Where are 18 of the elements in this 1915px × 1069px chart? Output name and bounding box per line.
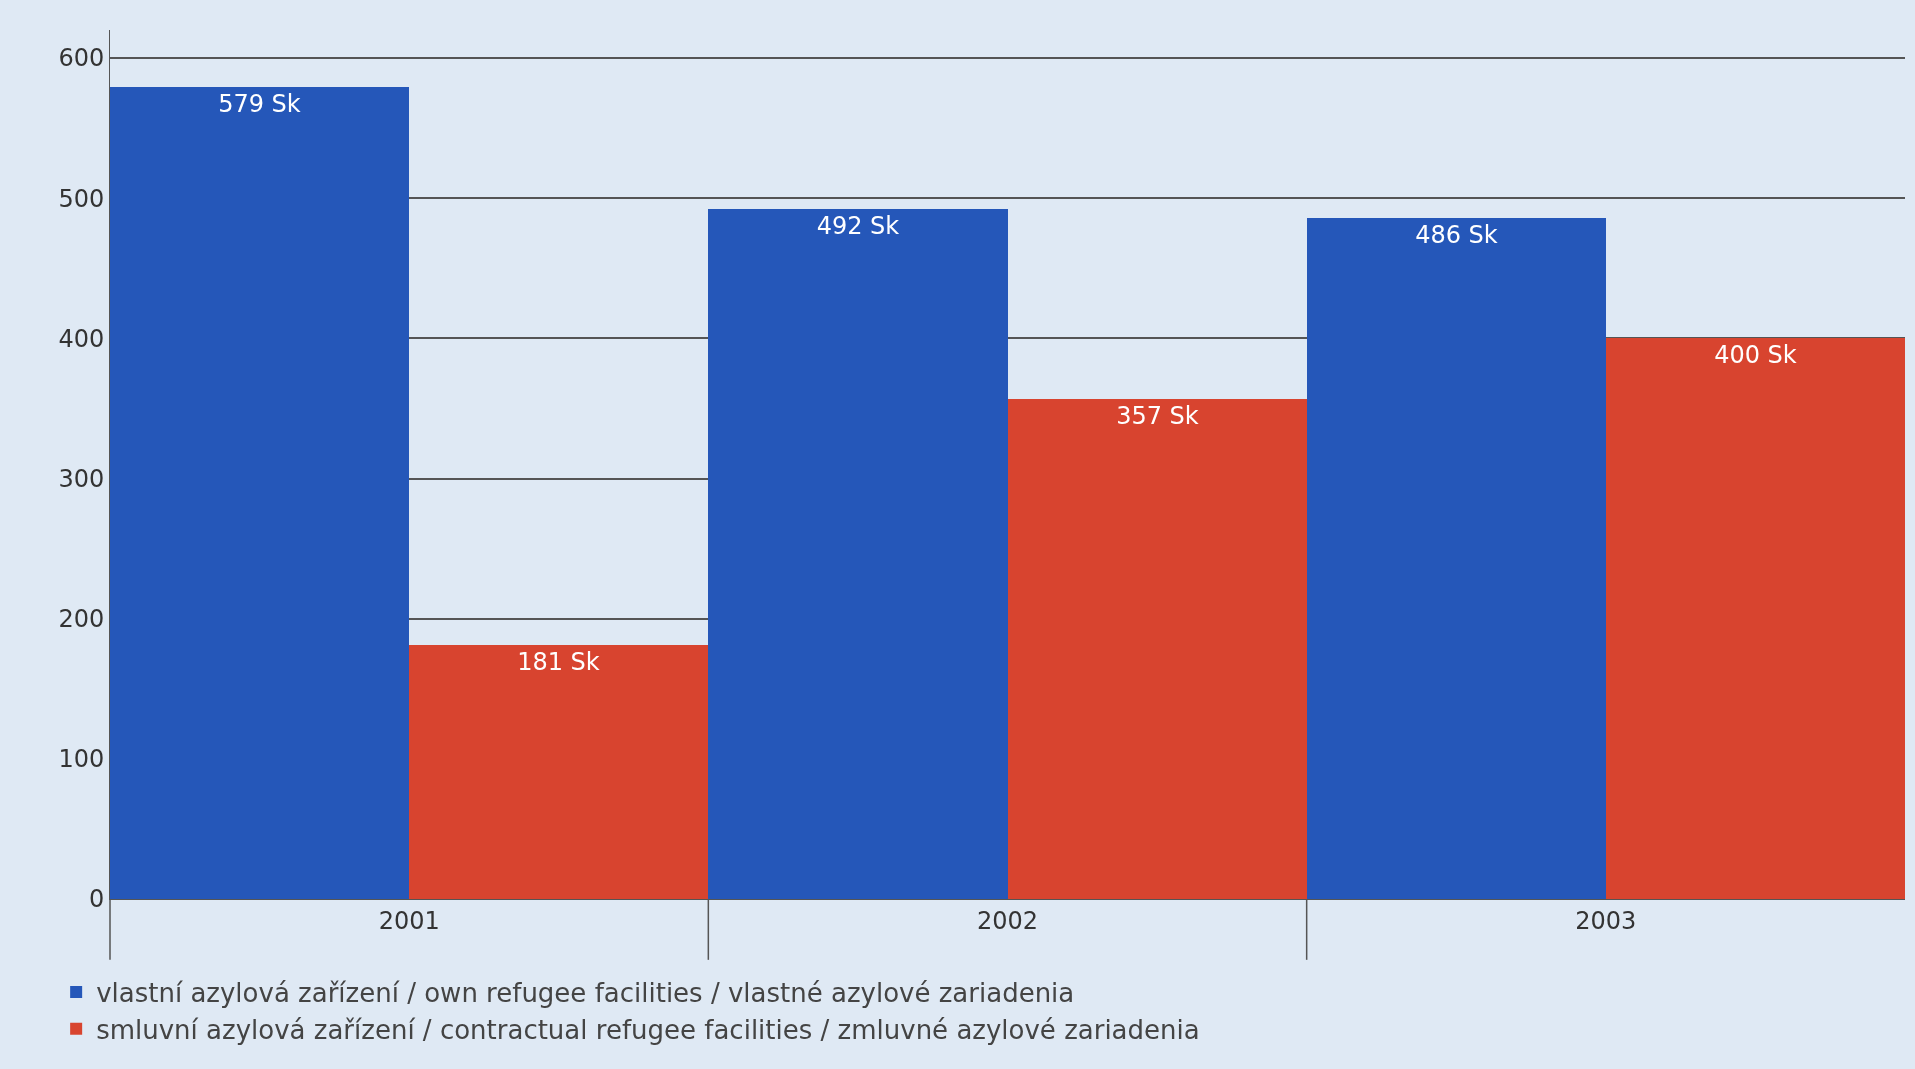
legend-label: smluvní azylová zařízení / contractual refugee facilities / zmluvné azylové zariadenia: [96, 1014, 1200, 1045]
x-tick-label: 2001: [378, 906, 440, 935]
data-label: 579 Sk: [218, 90, 301, 118]
data-label: 486 Sk: [1415, 221, 1498, 249]
y-tick-label: 100: [58, 745, 105, 774]
legend-label: vlastní azylová zařízení / own refugee facilities / vlastné azylové zariadenia: [96, 978, 1075, 1009]
x-tick-label: 2002: [976, 906, 1039, 935]
y-tick-label: 200: [58, 605, 105, 634]
y-tick-label: 0: [88, 885, 105, 914]
data-label: 492 Sk: [816, 212, 900, 240]
y-tick-label: 400: [58, 324, 105, 353]
data-label: 400 Sk: [1714, 341, 1797, 369]
y-tick-label: 500: [58, 184, 105, 213]
y-tick-label: 300: [58, 464, 105, 493]
data-label: 181 Sk: [517, 648, 600, 676]
data-label: 357 Sk: [1116, 402, 1199, 430]
x-tick-label: 2003: [1575, 906, 1637, 935]
y-tick-label: 600: [58, 44, 105, 73]
